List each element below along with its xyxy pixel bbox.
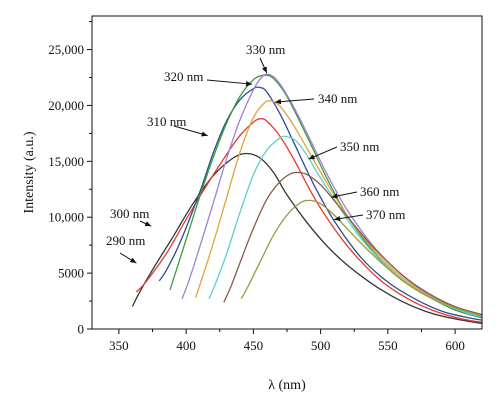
annotation-label: 310 nm [147,114,186,129]
series-line-340-nm [194,100,483,317]
annotation-arrowhead [245,81,253,87]
y-tick-label: 10,000 [48,210,84,225]
annotation-arrow-line [274,98,315,103]
series-line-300-nm [135,118,483,323]
y-tick-label: 0 [78,322,85,337]
x-tick-label: 600 [445,338,465,353]
x-tick-label: 450 [244,338,264,353]
annotation-label: 320 nm [164,69,203,84]
annotation-arrowhead [144,221,152,227]
annotation-arrowhead [308,154,316,160]
annotation-arrowhead [261,66,267,74]
y-tick-label: 20,000 [48,98,84,113]
annotation-label: 370 nm [366,207,405,222]
annotation-label: 290 nm [106,233,145,248]
y-tick-label: 25,000 [48,42,84,57]
x-axis: 350 400 450 500 550 600 [109,329,465,353]
annotation-arrowhead [331,193,338,199]
annotation-label: 350 nm [340,139,379,154]
x-tick-label: 350 [109,338,129,353]
y-axis-title: Intensity (a.u.) [22,131,37,213]
x-tick-label: 500 [311,338,331,353]
x-tick-label: 400 [176,338,196,353]
plot-series-group [131,73,483,325]
series-line-290-nm [131,152,483,325]
annotation-label: 360 nm [360,184,399,199]
series-line-360-nm [223,171,483,316]
y-tick-label: 5000 [58,266,84,281]
annotation-arrow-line [206,79,253,85]
plot-frame [91,15,483,330]
annotation-label: 340 nm [318,91,357,106]
annotation-arrowhead [201,131,208,137]
annotation-arrowhead [334,215,341,222]
annotation-arrowhead [129,257,137,264]
annotation-label: 330 nm [246,42,285,57]
y-axis: 0 5000 10,000 15,000 20,000 25,000 [48,21,92,337]
annotation-group: 290 nm 300 nm 310 nm 320 nm 330 nm 340 nm 350 … [106,42,405,264]
series-line-370-nm [240,199,483,317]
x-tick-label: 550 [378,338,398,353]
y-tick-label: 15,000 [48,154,84,169]
x-axis-title: λ (nm) [268,378,306,393]
annotation-arrowhead [274,99,282,105]
annotation-label: 300 nm [110,206,149,221]
